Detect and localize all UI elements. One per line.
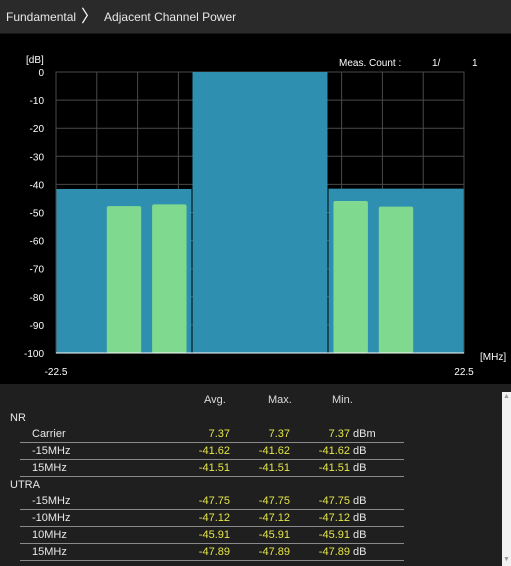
cell-avg: -45.91: [198, 529, 230, 541]
y-tick-label: -90: [30, 321, 45, 332]
cell-min: 7.37: [328, 428, 350, 440]
breadcrumb-current: Adjacent Channel Power: [104, 9, 237, 24]
y-axis-unit: [dB]: [26, 55, 44, 66]
cell-max: -47.89: [258, 546, 290, 558]
y-tick-label: -20: [30, 124, 45, 135]
y-tick-label: -40: [30, 180, 45, 191]
cell-avg: 7.37: [208, 428, 230, 440]
row-divider: [20, 442, 404, 443]
row-label: 15MHz: [32, 546, 67, 558]
x-tick-min: -22.5: [45, 367, 68, 378]
y-tick-label: -80: [30, 293, 45, 304]
col-header-max: Max.: [268, 394, 292, 406]
y-tick-label: -100: [24, 349, 44, 360]
cell-min: -41.62: [318, 445, 350, 457]
row-divider: [20, 560, 404, 561]
scroll-down-icon[interactable]: ▼: [503, 556, 510, 563]
cell-min: -45.91: [318, 529, 350, 541]
nr-band-bar: [192, 72, 328, 353]
cell-max: 7.37: [268, 428, 290, 440]
cell-avg: -47.12: [198, 512, 230, 524]
meas-count-label: Meas. Count :: [339, 58, 401, 69]
cell-min: -47.12: [318, 512, 350, 524]
group-label-nr: NR: [10, 412, 26, 424]
cell-max: -47.75: [258, 495, 290, 507]
utra-band-bar: [333, 201, 368, 353]
cell-unit: dB: [353, 529, 367, 541]
breadcrumb-parent[interactable]: Fundamental: [6, 9, 77, 24]
cell-avg: -41.51: [198, 462, 230, 474]
meas-count-current: 1/: [432, 58, 441, 69]
scroll-up-icon[interactable]: ▲: [503, 393, 510, 400]
utra-band-bar: [378, 206, 414, 353]
x-axis-unit: [MHz]: [480, 352, 506, 363]
cell-unit: dB: [353, 546, 367, 558]
breadcrumb: Fundamental 〉 Adjacent Channel Power: [0, 0, 511, 34]
row-label: 15MHz: [32, 462, 67, 474]
cell-max: -45.91: [258, 529, 290, 541]
y-tick-label: -60: [30, 237, 45, 248]
cell-min: -47.75: [318, 495, 350, 507]
y-tick-label: 0: [38, 68, 44, 79]
cell-unit: dB: [353, 512, 367, 524]
row-label: -15MHz: [32, 445, 71, 457]
chevron-right-icon: 〉: [81, 7, 99, 26]
row-label: 10MHz: [32, 529, 67, 541]
cell-max: -41.51: [258, 462, 290, 474]
col-header-avg: Avg.: [204, 394, 226, 406]
y-tick-label: -70: [30, 265, 45, 276]
utra-band-bar: [106, 206, 142, 353]
cell-unit: dB: [353, 462, 367, 474]
meas-count-total: 1: [472, 58, 478, 69]
y-tick-label: -10: [30, 96, 45, 107]
cell-min: -41.51: [318, 462, 350, 474]
y-tick-label: -30: [30, 152, 45, 163]
cell-avg: -47.89: [198, 546, 230, 558]
x-tick-max: 22.5: [454, 367, 474, 378]
col-header-min: Min.: [332, 394, 353, 406]
cell-unit: dB: [353, 445, 367, 457]
cell-unit: dBm: [353, 428, 376, 440]
row-label: Carrier: [32, 428, 66, 440]
row-divider: [20, 476, 404, 477]
table-scrollbar[interactable]: ▲ ▼: [502, 392, 511, 566]
row-divider: [20, 526, 404, 527]
cell-avg: -47.75: [198, 495, 230, 507]
row-label: -10MHz: [32, 512, 71, 524]
cell-unit: dB: [353, 495, 367, 507]
acp-chart: 0 -10 -20 -30 -40 -50 -60 -70 -80 -90 -100 [dB] [M…: [0, 34, 511, 384]
cell-min: -47.89: [318, 546, 350, 558]
acp-chart-svg: 0 -10 -20 -30 -40 -50 -60 -70 -80 -90 -100 [dB] [M…: [24, 55, 506, 378]
cell-max: -41.62: [258, 445, 290, 457]
row-divider: [20, 509, 404, 510]
cell-avg: -41.62: [198, 445, 230, 457]
utra-band-bar: [152, 204, 187, 353]
cell-max: -47.12: [258, 512, 290, 524]
results-table: Avg. Max. Min. NR Carrier 7.37 7.37 7.37…: [0, 384, 511, 566]
row-divider: [20, 543, 404, 544]
group-label-utra: UTRA: [10, 479, 40, 491]
row-label: -15MHz: [32, 495, 71, 507]
y-tick-label: -50: [30, 209, 45, 220]
row-divider: [20, 459, 404, 460]
